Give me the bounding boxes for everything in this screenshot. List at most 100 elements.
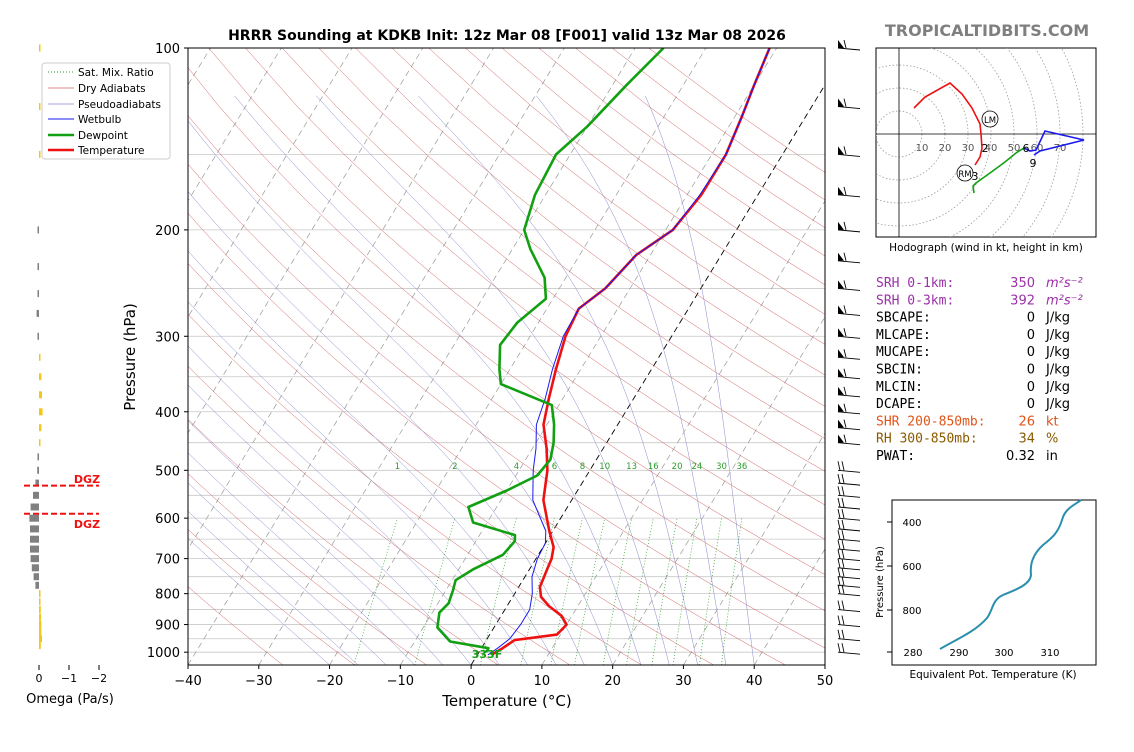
- index-value: 0: [1027, 311, 1035, 326]
- wind-barb: [838, 395, 860, 397]
- wind-barb: [838, 230, 860, 232]
- index-value: 0: [1027, 380, 1035, 395]
- hodo-height-2: 2: [982, 142, 989, 155]
- omega-tick-2: −2: [91, 672, 107, 685]
- sounding-traces: [437, 48, 769, 655]
- index-unit: in: [1046, 449, 1058, 464]
- isotherm: [471, 48, 847, 665]
- wind-barb: [838, 336, 860, 338]
- mixing-ratio-line: [673, 518, 697, 665]
- pseudoadiabat: [316, 96, 669, 665]
- temperature-tick-label: −40: [174, 674, 201, 689]
- wind-barb: [838, 594, 860, 596]
- svg-text:Dewpoint: Dewpoint: [78, 130, 128, 142]
- wind-barb: [838, 539, 860, 541]
- omega-bar: [39, 606, 41, 613]
- omega-bar: [39, 590, 41, 597]
- pressure-tick-label: 600: [155, 512, 180, 527]
- wind-barb: [838, 195, 860, 197]
- surface-label: 333F: [472, 648, 502, 661]
- wind-barb: [838, 313, 860, 315]
- wind-barb: [838, 559, 860, 561]
- omega-bar: [39, 408, 43, 415]
- temperature-tick-label: −20: [316, 674, 343, 689]
- pressure-tick-label: 500: [155, 464, 180, 479]
- index-value: 0.32: [1006, 449, 1035, 464]
- index-unit: J/kg: [1045, 363, 1070, 378]
- omega-bar: [39, 635, 42, 642]
- isotherm: [259, 48, 635, 665]
- hodograph-caption: Hodograph (wind in kt, height in km): [889, 242, 1083, 254]
- omega-bar: [39, 103, 41, 110]
- pseudoadiabat: [418, 96, 697, 665]
- wind-barb: [838, 107, 860, 109]
- wind-barb: [838, 518, 860, 520]
- pressure-tick-label: 700: [155, 553, 180, 568]
- index-label: DCAPE:: [876, 397, 923, 412]
- pseudoadiabat: [115, 96, 584, 665]
- hodo-height-9: 9: [1030, 157, 1037, 170]
- pseudoadiabat: [0, 96, 414, 665]
- index-value: 0: [1027, 397, 1035, 412]
- index-unit: m²s⁻²: [1046, 293, 1083, 308]
- omega-bar: [38, 333, 40, 340]
- temperature-tick-label: 10: [534, 674, 551, 689]
- mixing-ratio-label: 8: [580, 462, 585, 472]
- moist-adiabats: [0, 96, 754, 665]
- skewt-ylabel: Pressure (hPa): [121, 303, 139, 411]
- index-label: SHR 200-850mb:: [876, 414, 986, 429]
- index-unit: J/kg: [1045, 345, 1070, 360]
- index-label: MLCAPE:: [876, 328, 931, 343]
- omega-bar: [39, 642, 41, 649]
- svg-text:10: 10: [916, 143, 929, 154]
- wind-barb: [838, 154, 860, 156]
- omega-bar: [38, 263, 40, 270]
- mixing-ratio-line: [652, 518, 677, 665]
- theta-e-xtick-310: 310: [1040, 648, 1059, 659]
- index-value: 26: [1018, 414, 1035, 429]
- temperature-tick-label: −30: [245, 674, 272, 689]
- theta-e-ytick-600: 600: [902, 562, 921, 573]
- omega-bar: [39, 621, 41, 628]
- omega-bar: [33, 492, 39, 499]
- index-unit: m²s⁻²: [1046, 276, 1083, 291]
- theta-e-frame: [892, 500, 1096, 665]
- index-unit: J/kg: [1045, 311, 1070, 326]
- watermark: TROPICALTIDBITS.COM: [885, 21, 1089, 40]
- omega-bar: [35, 582, 39, 589]
- pseudoadiabat: [169, 96, 613, 665]
- wind-barb: [838, 610, 860, 612]
- theta-e-xtick-300: 300: [994, 648, 1013, 659]
- mixing-ratio-line: [700, 518, 722, 665]
- svg-text:Temperature: Temperature: [77, 145, 145, 157]
- pressure-tick-label: 400: [155, 406, 180, 421]
- mixing-ratio-label: 6: [552, 462, 557, 472]
- mixing-ratio-label: 13: [626, 462, 637, 472]
- wind-barb: [838, 625, 860, 627]
- temperature-tick-label: 30: [675, 674, 692, 689]
- index-label: SBCAPE:: [876, 311, 931, 326]
- isotherm: [117, 48, 493, 665]
- pseudoadiabat: [536, 96, 726, 665]
- omega-bar: [39, 424, 41, 431]
- omega-bar: [39, 45, 41, 52]
- index-label: SRH 0-3km:: [876, 293, 954, 308]
- svg-text:Dry Adiabats: Dry Adiabats: [78, 83, 146, 95]
- omega-bar: [32, 564, 39, 571]
- wind-barb: [838, 652, 860, 654]
- mixing-ratio-label: 10: [599, 462, 610, 472]
- isotherm: [188, 48, 564, 665]
- omega-bar: [39, 151, 41, 158]
- rm-label: RM: [958, 170, 971, 180]
- theta-e-ytick-400: 400: [902, 518, 921, 529]
- skewt-frame: [188, 48, 825, 665]
- wind-barb: [838, 48, 860, 50]
- omega-bar: [31, 555, 39, 562]
- pseudoadiabat: [70, 96, 556, 665]
- wind-barb: [838, 483, 860, 485]
- pseudoadiabat: [235, 96, 641, 665]
- omega-bar: [38, 226, 40, 233]
